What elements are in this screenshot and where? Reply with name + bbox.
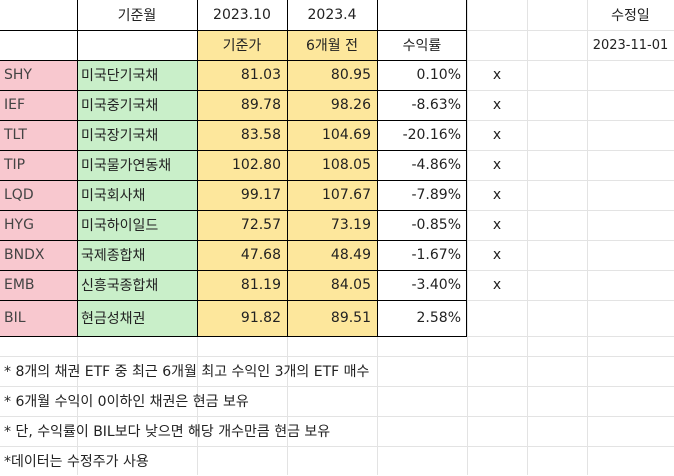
- prev-price-cell[interactable]: 104.69: [287, 120, 377, 150]
- prev-price-cell[interactable]: 89.51: [287, 300, 377, 336]
- gridline: [0, 386, 674, 387]
- header-date-prev[interactable]: 2023.4: [307, 7, 357, 23]
- mark-cell[interactable]: x: [492, 247, 502, 263]
- table-border: [466, 0, 467, 336]
- table-border: [0, 270, 467, 271]
- return-cell[interactable]: -7.89%: [411, 187, 461, 203]
- prev-price-cell[interactable]: 48.49: [287, 240, 377, 270]
- mark-cell[interactable]: x: [492, 217, 502, 233]
- return-cell[interactable]: -0.85%: [411, 217, 461, 233]
- note-4[interactable]: *데이터는 수정주가 사용: [4, 454, 149, 470]
- ticker-cell[interactable]: TIP: [0, 150, 77, 180]
- ticker-cell[interactable]: IEF: [0, 90, 77, 120]
- mark-cell[interactable]: x: [492, 187, 502, 203]
- prev-price-cell[interactable]: 98.26: [287, 90, 377, 120]
- gridline: [0, 356, 674, 357]
- table-border: [0, 180, 467, 181]
- table-border: [77, 0, 78, 336]
- note-3[interactable]: * 단, 수익률이 BIL보다 낮으면 해당 개수만큼 현금 보유: [4, 424, 331, 440]
- name-cell[interactable]: 국제종합채: [77, 240, 197, 270]
- gridline: [527, 0, 528, 475]
- table-border: [0, 300, 467, 301]
- table-border: [0, 90, 467, 91]
- prev-price-cell[interactable]: 84.05: [287, 270, 377, 300]
- return-cell[interactable]: -4.86%: [411, 157, 461, 173]
- table-border: [0, 210, 467, 211]
- current-price-cell[interactable]: 91.82: [197, 300, 287, 336]
- return-cell[interactable]: 0.10%: [416, 67, 461, 83]
- table-border: [0, 240, 467, 241]
- gridline: [0, 416, 674, 417]
- current-price-cell[interactable]: 83.58: [197, 120, 287, 150]
- mark-cell[interactable]: x: [492, 67, 502, 83]
- mark-cell[interactable]: x: [492, 97, 502, 113]
- subheader-six-month[interactable]: 6개월 전: [287, 30, 377, 60]
- gridline: [587, 0, 588, 475]
- current-price-cell[interactable]: 81.19: [197, 270, 287, 300]
- table-border: [0, 60, 467, 61]
- ticker-cell[interactable]: HYG: [0, 210, 77, 240]
- mark-cell[interactable]: x: [492, 127, 502, 143]
- name-cell[interactable]: 미국중기국채: [77, 90, 197, 120]
- ticker-cell[interactable]: LQD: [0, 180, 77, 210]
- current-price-cell[interactable]: 81.03: [197, 60, 287, 90]
- note-1[interactable]: * 8개의 채권 ETF 중 최근 6개월 최고 수익인 3개의 ETF 매수: [4, 364, 370, 380]
- ticker-cell[interactable]: BNDX: [0, 240, 77, 270]
- header-base-month[interactable]: 기준월: [117, 8, 157, 24]
- return-cell[interactable]: -8.63%: [411, 97, 461, 113]
- modified-date[interactable]: 2023-11-01: [592, 37, 669, 53]
- table-border: [287, 0, 288, 336]
- return-cell[interactable]: -1.67%: [411, 247, 461, 263]
- prev-price-cell[interactable]: 80.95: [287, 60, 377, 90]
- current-price-cell[interactable]: 99.17: [197, 180, 287, 210]
- ticker-cell[interactable]: EMB: [0, 270, 77, 300]
- ticker-cell[interactable]: TLT: [0, 120, 77, 150]
- table-border: [0, 30, 467, 31]
- table-border: [377, 0, 378, 336]
- ticker-cell[interactable]: SHY: [0, 60, 77, 90]
- mark-cell[interactable]: [467, 300, 527, 336]
- name-cell[interactable]: 미국하이일드: [77, 210, 197, 240]
- header-date-current[interactable]: 2023.10: [213, 7, 271, 23]
- table-border: [0, 150, 467, 151]
- current-price-cell[interactable]: 89.78: [197, 90, 287, 120]
- ticker-cell[interactable]: BIL: [0, 300, 77, 336]
- name-cell[interactable]: 미국물가연동채: [77, 150, 197, 180]
- current-price-cell[interactable]: 72.57: [197, 210, 287, 240]
- return-cell[interactable]: -3.40%: [411, 277, 461, 293]
- note-2[interactable]: * 6개월 수익이 0이하인 채권은 현금 보유: [4, 394, 249, 410]
- gridline: [0, 446, 674, 447]
- name-cell[interactable]: 미국단기국채: [77, 60, 197, 90]
- name-cell[interactable]: 미국회사채: [77, 180, 197, 210]
- prev-price-cell[interactable]: 108.05: [287, 150, 377, 180]
- return-cell[interactable]: 2.58%: [416, 310, 461, 326]
- subheader-base-price[interactable]: 기준가: [197, 30, 287, 60]
- name-cell[interactable]: 현금성채권: [77, 300, 197, 336]
- name-cell[interactable]: 미국장기국채: [77, 120, 197, 150]
- name-cell[interactable]: 신흥국종합채: [77, 270, 197, 300]
- prev-price-cell[interactable]: 107.67: [287, 180, 377, 210]
- prev-price-cell[interactable]: 73.19: [287, 210, 377, 240]
- current-price-cell[interactable]: 102.80: [197, 150, 287, 180]
- gridline: [467, 0, 468, 475]
- table-border: [0, 120, 467, 121]
- mark-cell[interactable]: x: [492, 277, 502, 293]
- table-border: [0, 336, 467, 337]
- return-cell[interactable]: -20.16%: [402, 127, 461, 143]
- mark-cell[interactable]: x: [492, 157, 502, 173]
- current-price-cell[interactable]: 47.68: [197, 240, 287, 270]
- table-border: [197, 0, 198, 336]
- header-modified[interactable]: 수정일: [611, 8, 650, 24]
- subheader-return[interactable]: 수익률: [402, 38, 442, 54]
